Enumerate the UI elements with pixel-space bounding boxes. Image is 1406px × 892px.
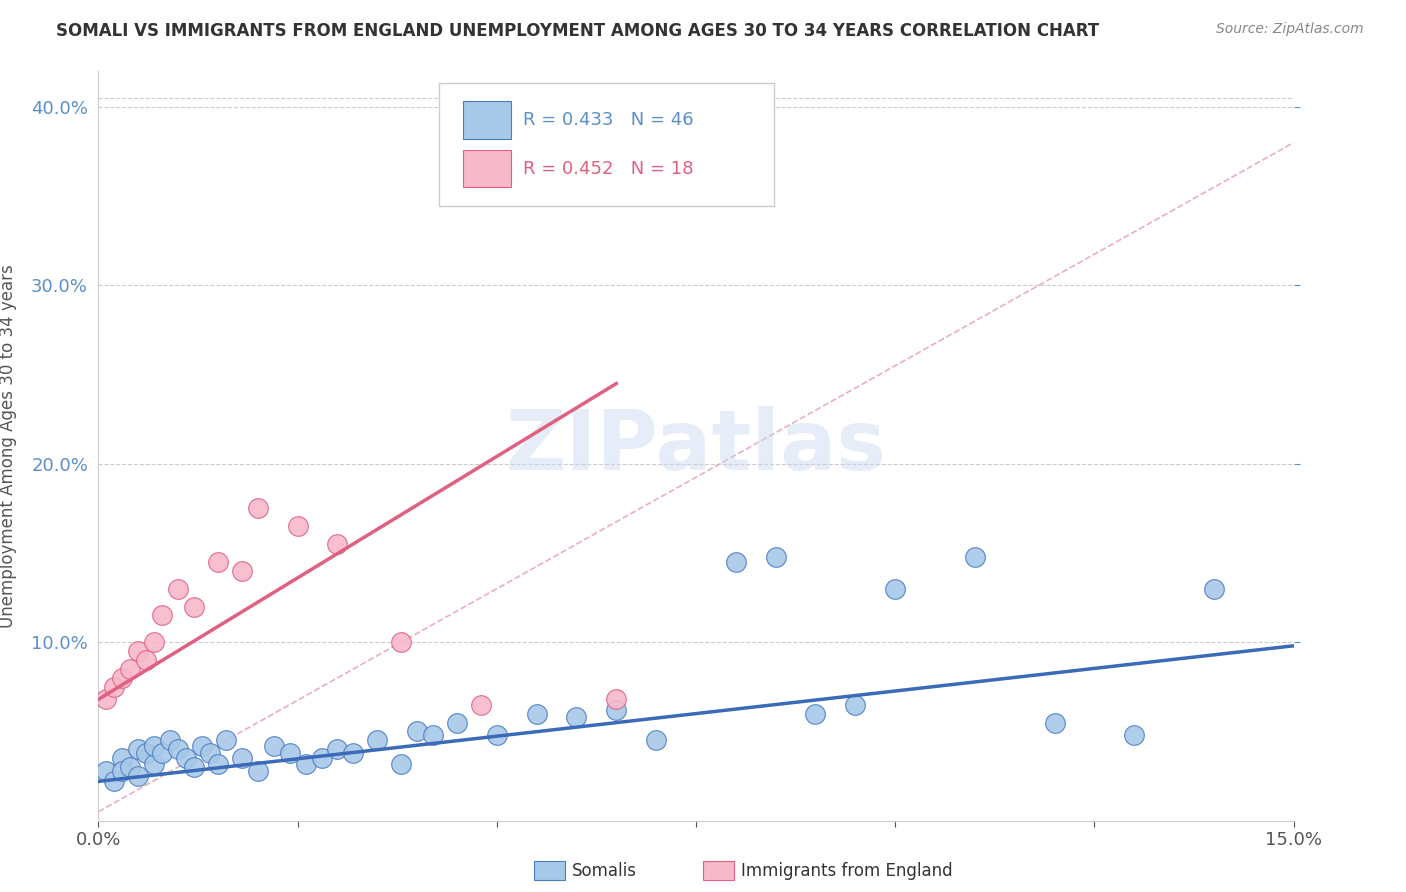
Point	[120, 760, 142, 774]
Point	[884, 582, 907, 596]
Point	[326, 742, 349, 756]
Point	[174, 751, 197, 765]
Point	[645, 733, 668, 747]
Point	[231, 751, 253, 765]
Point	[127, 742, 149, 756]
Point	[183, 760, 205, 774]
Bar	[463, 102, 510, 139]
Point	[143, 756, 166, 771]
Y-axis label: Unemployment Among Ages 30 to 34 years: Unemployment Among Ages 30 to 34 years	[0, 264, 17, 628]
Point	[111, 671, 134, 685]
Point	[1043, 715, 1066, 730]
Point	[844, 698, 866, 712]
Point	[111, 751, 134, 765]
Point	[96, 692, 118, 706]
Point	[111, 764, 134, 778]
Point	[103, 680, 125, 694]
Point	[143, 739, 166, 753]
Text: SOMALI VS IMMIGRANTS FROM ENGLAND UNEMPLOYMENT AMONG AGES 30 TO 34 YEARS CORRELA: SOMALI VS IMMIGRANTS FROM ENGLAND UNEMPL…	[56, 22, 1099, 40]
Text: Immigrants from England: Immigrants from England	[741, 862, 953, 880]
Point	[605, 703, 627, 717]
Point	[246, 764, 269, 778]
Point	[135, 746, 157, 760]
Point	[765, 549, 787, 564]
Point	[526, 706, 548, 721]
Point	[127, 769, 149, 783]
Point	[127, 644, 149, 658]
Point	[198, 746, 221, 760]
Point	[278, 746, 301, 760]
Text: Somalis: Somalis	[572, 862, 637, 880]
Point	[150, 608, 173, 623]
Point	[389, 756, 412, 771]
Point	[215, 733, 238, 747]
Text: ZIPatlas: ZIPatlas	[506, 406, 886, 486]
Point	[207, 756, 229, 771]
Point	[605, 692, 627, 706]
Point	[294, 756, 316, 771]
Text: R = 0.452   N = 18: R = 0.452 N = 18	[523, 160, 693, 178]
Point	[1202, 582, 1225, 596]
Text: Source: ZipAtlas.com: Source: ZipAtlas.com	[1216, 22, 1364, 37]
Point	[167, 582, 190, 596]
Point	[963, 549, 986, 564]
Point	[231, 564, 253, 578]
Bar	[463, 150, 510, 187]
Point	[366, 733, 388, 747]
Point	[422, 728, 444, 742]
Point	[406, 724, 429, 739]
Point	[207, 555, 229, 569]
Point	[389, 635, 412, 649]
Text: R = 0.433   N = 46: R = 0.433 N = 46	[523, 112, 693, 129]
FancyBboxPatch shape	[439, 83, 773, 206]
Point	[143, 635, 166, 649]
Point	[263, 739, 285, 753]
Point	[120, 662, 142, 676]
Point	[96, 764, 118, 778]
Point	[167, 742, 190, 756]
Point	[287, 519, 309, 533]
Point	[724, 555, 747, 569]
Point	[485, 728, 508, 742]
Point	[342, 746, 364, 760]
Point	[311, 751, 333, 765]
Point	[326, 537, 349, 551]
Point	[103, 774, 125, 789]
Point	[565, 710, 588, 724]
Point	[183, 599, 205, 614]
Point	[470, 698, 492, 712]
Point	[159, 733, 181, 747]
Point	[135, 653, 157, 667]
Point	[804, 706, 827, 721]
Point	[191, 739, 214, 753]
Point	[446, 715, 468, 730]
Point	[150, 746, 173, 760]
Point	[1123, 728, 1146, 742]
Point	[246, 501, 269, 516]
